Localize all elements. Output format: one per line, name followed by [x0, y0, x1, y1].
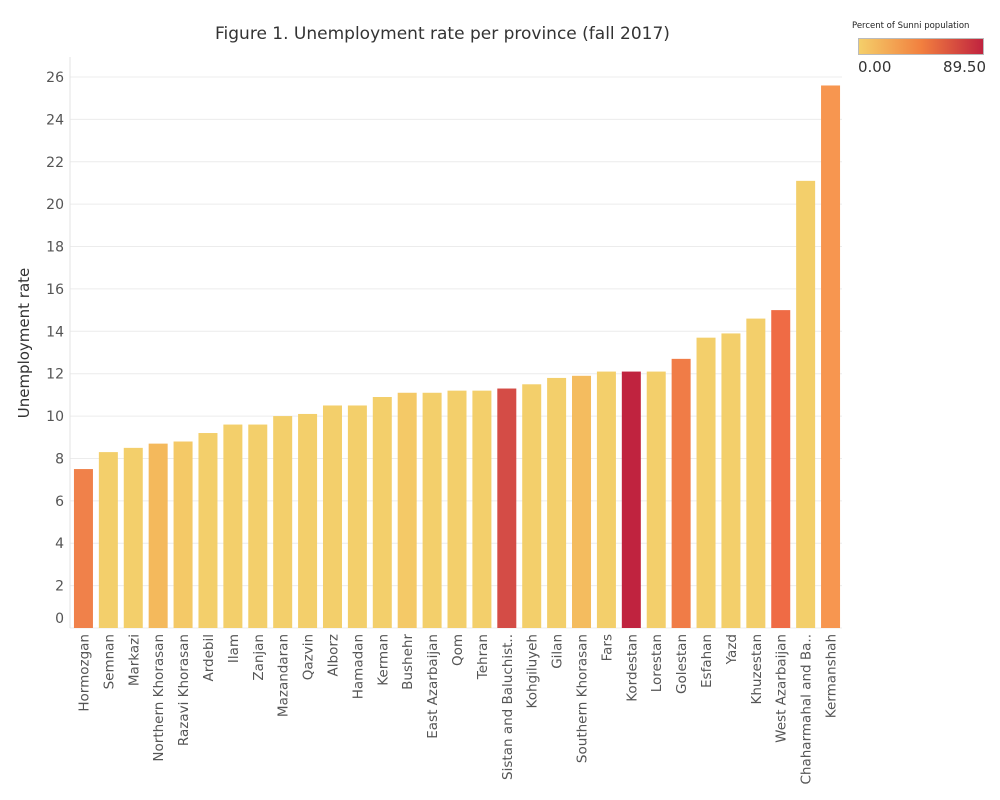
y-axis-label: Unemployment rate: [15, 268, 33, 419]
x-tick-label: Gilan: [550, 634, 566, 669]
x-tick-label: Qom: [450, 634, 466, 666]
y-tick-label: 0: [55, 611, 64, 627]
bar-zanjan[interactable]: [248, 424, 268, 628]
y-tick-label: 22: [46, 155, 64, 171]
x-tick-label: Ilam: [226, 634, 242, 663]
bar-chaharmahal-and-ba[interactable]: [796, 180, 816, 629]
legend-min-label: 0.00: [858, 58, 892, 76]
bar-qom[interactable]: [447, 390, 467, 628]
x-tick-label: Yazd: [724, 634, 740, 665]
bar-gilan[interactable]: [547, 377, 567, 628]
bar-kermanshah[interactable]: [821, 85, 841, 628]
x-tick-label: Hamadan: [350, 634, 366, 699]
y-tick-label: 18: [46, 240, 64, 256]
bar-yazd[interactable]: [721, 333, 741, 628]
legend-color-ramp: [858, 38, 984, 55]
y-tick-label: 12: [46, 367, 64, 383]
x-tick-label: Sistan and Baluchist..: [500, 634, 516, 780]
x-tick-label: Semnan: [101, 634, 117, 689]
x-axis-ticks: Hormozgan Semnan Markazi Northern Khorasan R…: [76, 634, 839, 785]
bar-mazandaran[interactable]: [273, 416, 293, 628]
x-tick-label: Kermanshah: [824, 634, 840, 718]
legend-title: Percent of Sunni population: [852, 21, 970, 31]
x-tick-label: Razavi Khorasan: [176, 634, 192, 746]
bar-hormozgan[interactable]: [73, 469, 93, 628]
x-tick-label: Hormozgan: [76, 634, 92, 712]
bar-northern-khorasan[interactable]: [148, 443, 168, 628]
y-tick-label: 10: [46, 409, 64, 425]
legend-max-label: 89.50: [943, 58, 986, 76]
bar-esfahan[interactable]: [696, 337, 716, 628]
y-tick-label: 8: [55, 451, 64, 467]
bar-ardebil[interactable]: [198, 433, 218, 628]
bar-qazvin[interactable]: [298, 413, 318, 628]
x-tick-label: Kerman: [375, 634, 391, 686]
bar-kohgiluyeh[interactable]: [522, 384, 542, 628]
x-tick-label: Northern Khorasan: [151, 634, 167, 762]
y-tick-label: 16: [46, 282, 64, 298]
x-tick-label: Fars: [599, 634, 615, 661]
bar-ilam[interactable]: [223, 424, 243, 628]
bar-markazi[interactable]: [123, 447, 143, 628]
x-tick-label: Bushehr: [400, 634, 416, 690]
x-tick-label: Kohgiluyeh: [525, 634, 541, 708]
bar-lorestan[interactable]: [646, 371, 666, 628]
bar-bushehr[interactable]: [397, 392, 417, 628]
y-tick-label: 26: [46, 70, 64, 86]
chart-title: Figure 1. Unemployment rate per province…: [215, 24, 670, 44]
bar-kordestan[interactable]: [621, 371, 641, 628]
bar-golestan[interactable]: [671, 358, 691, 628]
y-tick-label: 24: [46, 112, 64, 128]
bar-hamadan[interactable]: [347, 405, 367, 628]
y-tick-label: 14: [46, 324, 64, 340]
bar-tehran[interactable]: [472, 390, 492, 628]
bar-west-azarbaijan[interactable]: [771, 310, 791, 628]
x-tick-label: Chaharmahal and Ba..: [799, 634, 815, 785]
x-tick-label: Kordestan: [624, 634, 640, 702]
bar-southern-khorasan[interactable]: [572, 375, 592, 628]
x-tick-label: Markazi: [126, 634, 142, 686]
x-tick-label: West Azarbaijan: [774, 634, 790, 743]
x-tick-label: Esfahan: [699, 634, 715, 688]
x-tick-label: East Azarbaijan: [425, 634, 441, 739]
bar-east-azarbaijan[interactable]: [422, 392, 442, 628]
y-tick-label: 20: [46, 197, 64, 213]
bar-fars[interactable]: [596, 371, 616, 628]
y-tick-label: 2: [55, 579, 64, 595]
x-tick-label: Tehran: [475, 634, 491, 680]
x-tick-label: Zanjan: [251, 634, 267, 681]
bar-alborz[interactable]: [322, 405, 342, 628]
x-tick-label: Golestan: [674, 634, 690, 694]
x-tick-label: Mazandaran: [276, 634, 292, 717]
x-tick-label: Ardebil: [201, 634, 217, 682]
x-tick-label: Southern Khorasan: [575, 634, 591, 763]
bar-khuzestan[interactable]: [746, 318, 766, 628]
bar-semnan[interactable]: [98, 452, 118, 628]
bar-sistan-and-baluchist[interactable]: [497, 388, 517, 628]
x-tick-label: Lorestan: [649, 634, 665, 692]
x-tick-label: Khuzestan: [749, 634, 765, 705]
y-tick-label: 6: [55, 494, 64, 510]
bar-kerman[interactable]: [372, 397, 392, 628]
bars: [73, 85, 841, 629]
y-tick-label: 4: [55, 536, 64, 552]
x-tick-label: Qazvin: [301, 634, 317, 680]
x-tick-label: Alborz: [325, 634, 341, 676]
bar-razavi-khorasan[interactable]: [173, 441, 193, 628]
